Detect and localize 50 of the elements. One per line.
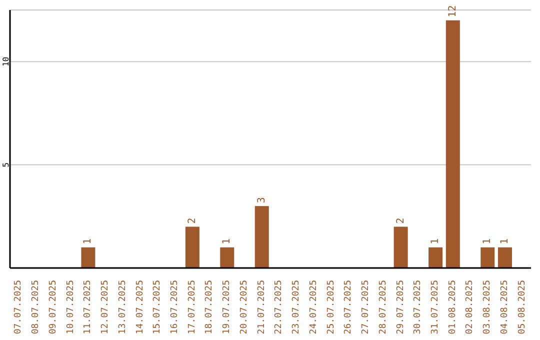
x-tick-label: 17.07.2025 — [187, 280, 198, 334]
bar — [446, 20, 460, 268]
bar — [480, 247, 495, 268]
bar — [254, 206, 269, 268]
x-tick-label: 23.07.2025 — [292, 280, 302, 334]
data-label: 3 — [256, 197, 268, 204]
x-tick-label: 02.08.2025 — [465, 280, 476, 334]
x-tick-label: 08.07.2025 — [31, 280, 42, 334]
bar — [394, 226, 408, 268]
x-tick-label: 15.07.2025 — [152, 280, 163, 334]
x-tick-label: 19.07.2025 — [222, 280, 232, 334]
data-label: 12 — [447, 5, 458, 18]
x-tick-label: 20.07.2025 — [239, 280, 250, 334]
x-tick-label: 07.07.2025 — [14, 280, 24, 334]
x-tick-label: 22.07.2025 — [274, 280, 284, 334]
y-tick-label: 5 — [2, 162, 10, 168]
x-tick-label: 13.07.2025 — [118, 280, 128, 334]
x-tick-label: 12.07.2025 — [100, 280, 111, 334]
data-label: 1 — [500, 238, 511, 244]
x-tick-label: 31.07.2025 — [430, 280, 440, 334]
bar — [220, 247, 234, 268]
x-tick-label: 11.07.2025 — [83, 280, 94, 334]
x-tick-label: 04.08.2025 — [500, 280, 510, 334]
x-tick-label: 03.08.2025 — [482, 280, 493, 334]
x-tick-label: 27.07.2025 — [361, 280, 372, 334]
y-tick-label: 10 — [2, 56, 10, 66]
x-tick-label: 05.08.2025 — [517, 280, 528, 334]
data-label: 1 — [430, 238, 442, 244]
bar — [185, 226, 200, 268]
x-tick-label: 24.07.2025 — [308, 280, 319, 334]
x-tick-label: 01.08.2025 — [448, 280, 458, 334]
x-tick-label: 16.07.2025 — [170, 280, 180, 334]
x-tick-label: 21.07.2025 — [256, 280, 267, 334]
x-tick-label: 28.07.2025 — [378, 280, 388, 334]
x-tick-label: 29.07.2025 — [396, 280, 406, 334]
x-tick-label: 09.07.2025 — [48, 280, 58, 334]
data-label: 2 — [186, 218, 198, 224]
data-label: 2 — [395, 218, 406, 224]
bar — [81, 247, 96, 268]
x-tick-label: 10.07.2025 — [66, 280, 76, 334]
x-tick-label: 18.07.2025 — [204, 280, 215, 334]
bar — [498, 247, 512, 268]
data-label: 1 — [482, 238, 494, 244]
bar — [428, 247, 443, 268]
x-tick-label: 14.07.2025 — [135, 280, 146, 334]
data-label: 1 — [222, 238, 233, 244]
x-tick-label: 26.07.2025 — [344, 280, 354, 334]
x-tick-label: 30.07.2025 — [413, 280, 424, 334]
data-label: 1 — [82, 238, 94, 244]
x-tick-label: 25.07.2025 — [326, 280, 336, 334]
